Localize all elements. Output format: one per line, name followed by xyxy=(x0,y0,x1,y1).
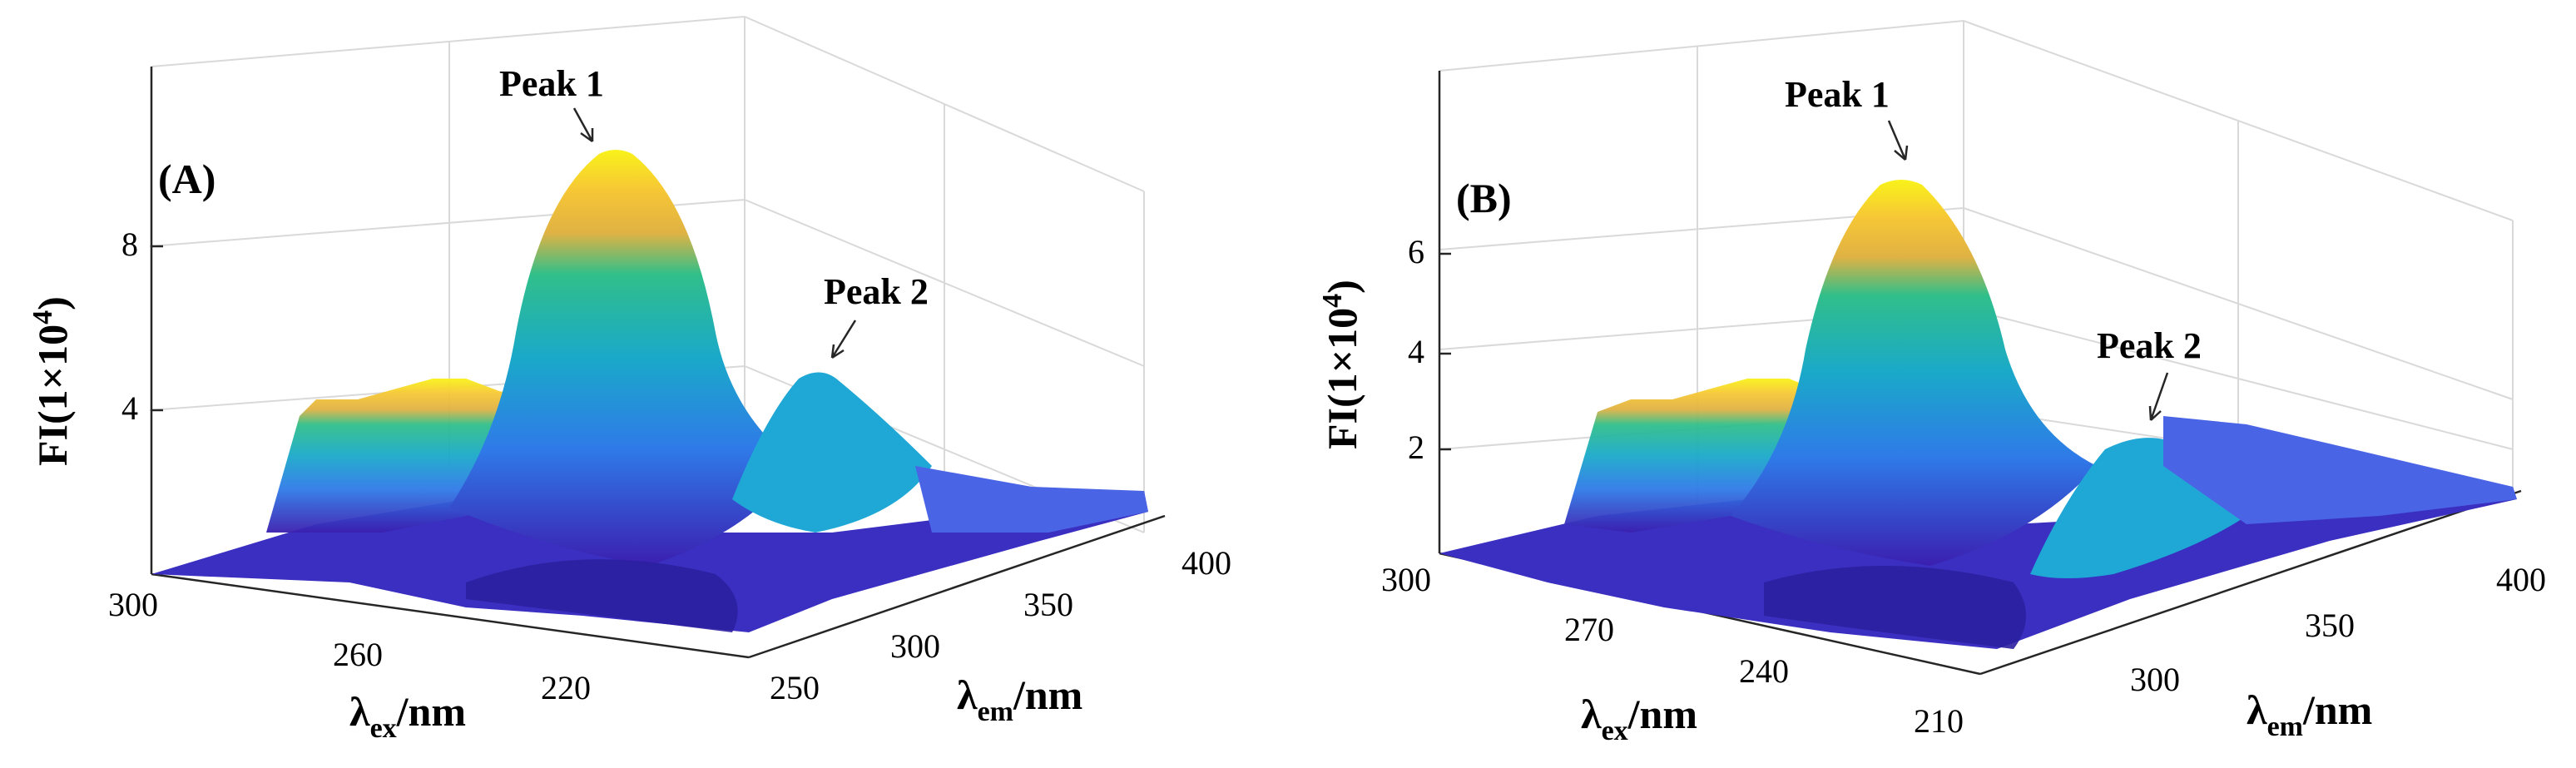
panel-a-ex-tick-260: 260 xyxy=(333,636,383,673)
panel-a-z-tick-4: 4 xyxy=(121,389,138,427)
figure: 8 4 300 260 220 250 300 350 400 FI(1×104… xyxy=(0,0,2576,768)
panel-b-ex-tick-240: 240 xyxy=(1739,652,1789,690)
panel-b-label: (B) xyxy=(1456,175,1512,221)
panel-b-y-label: λem/nm xyxy=(2247,686,2372,742)
panel-b-z-label: FI(1×104) xyxy=(1317,280,1365,449)
panel-a-z-tick-8: 8 xyxy=(121,225,138,263)
panel-a-y-label: λem/nm xyxy=(957,671,1082,727)
panel-a: 8 4 300 260 220 250 300 350 400 FI(1×104… xyxy=(27,17,1231,744)
panel-b-ex-tick-270: 270 xyxy=(1564,611,1614,648)
panel-a-label: (A) xyxy=(158,156,215,202)
panel-b-peak2-label: Peak 2 xyxy=(2097,325,2202,366)
panel-b: 6 4 2 300 270 240 210 300 350 400 FI(1×1… xyxy=(1317,21,2546,746)
panel-a-em-tick-250: 250 xyxy=(770,669,820,706)
panel-b-x-label: λex/nm xyxy=(1581,691,1697,746)
panel-b-peak1-label: Peak 1 xyxy=(1785,74,1890,115)
panel-b-z-tick-6: 6 xyxy=(1408,233,1424,270)
panel-a-ex-tick-220: 220 xyxy=(541,669,591,706)
panel-a-x-label: λex/nm xyxy=(349,688,466,744)
panel-a-em-tick-400: 400 xyxy=(1181,544,1231,582)
panel-b-ex-tick-210: 210 xyxy=(1914,702,1964,740)
panel-a-peak1-arrow xyxy=(574,108,592,141)
panel-a-surface-tail xyxy=(915,466,1148,533)
panel-b-em-tick-400: 400 xyxy=(2496,561,2546,598)
panel-a-ex-tick-300: 300 xyxy=(108,586,158,623)
panel-a-em-tick-300: 300 xyxy=(890,627,940,665)
panel-a-z-label: FI(1×104) xyxy=(27,296,76,466)
panel-a-peak2-arrow xyxy=(832,320,855,358)
panel-b-z-tick-4: 4 xyxy=(1408,333,1424,370)
panel-a-peak2-label: Peak 2 xyxy=(824,271,929,312)
panel-b-surface-peak1 xyxy=(1731,180,2097,566)
panel-b-peak1-arrow xyxy=(1889,121,1907,160)
panel-a-surface-peak2 xyxy=(732,373,932,533)
panel-b-peak2-arrow xyxy=(2150,373,2167,420)
panel-a-em-tick-350: 350 xyxy=(1023,586,1073,623)
panel-a-peak1-label: Peak 1 xyxy=(499,63,604,104)
panel-b-ex-tick-300: 300 xyxy=(1381,561,1431,598)
panel-b-em-tick-300: 300 xyxy=(2130,661,2180,698)
panel-b-z-tick-2: 2 xyxy=(1408,429,1424,466)
panel-b-em-tick-350: 350 xyxy=(2305,607,2355,644)
